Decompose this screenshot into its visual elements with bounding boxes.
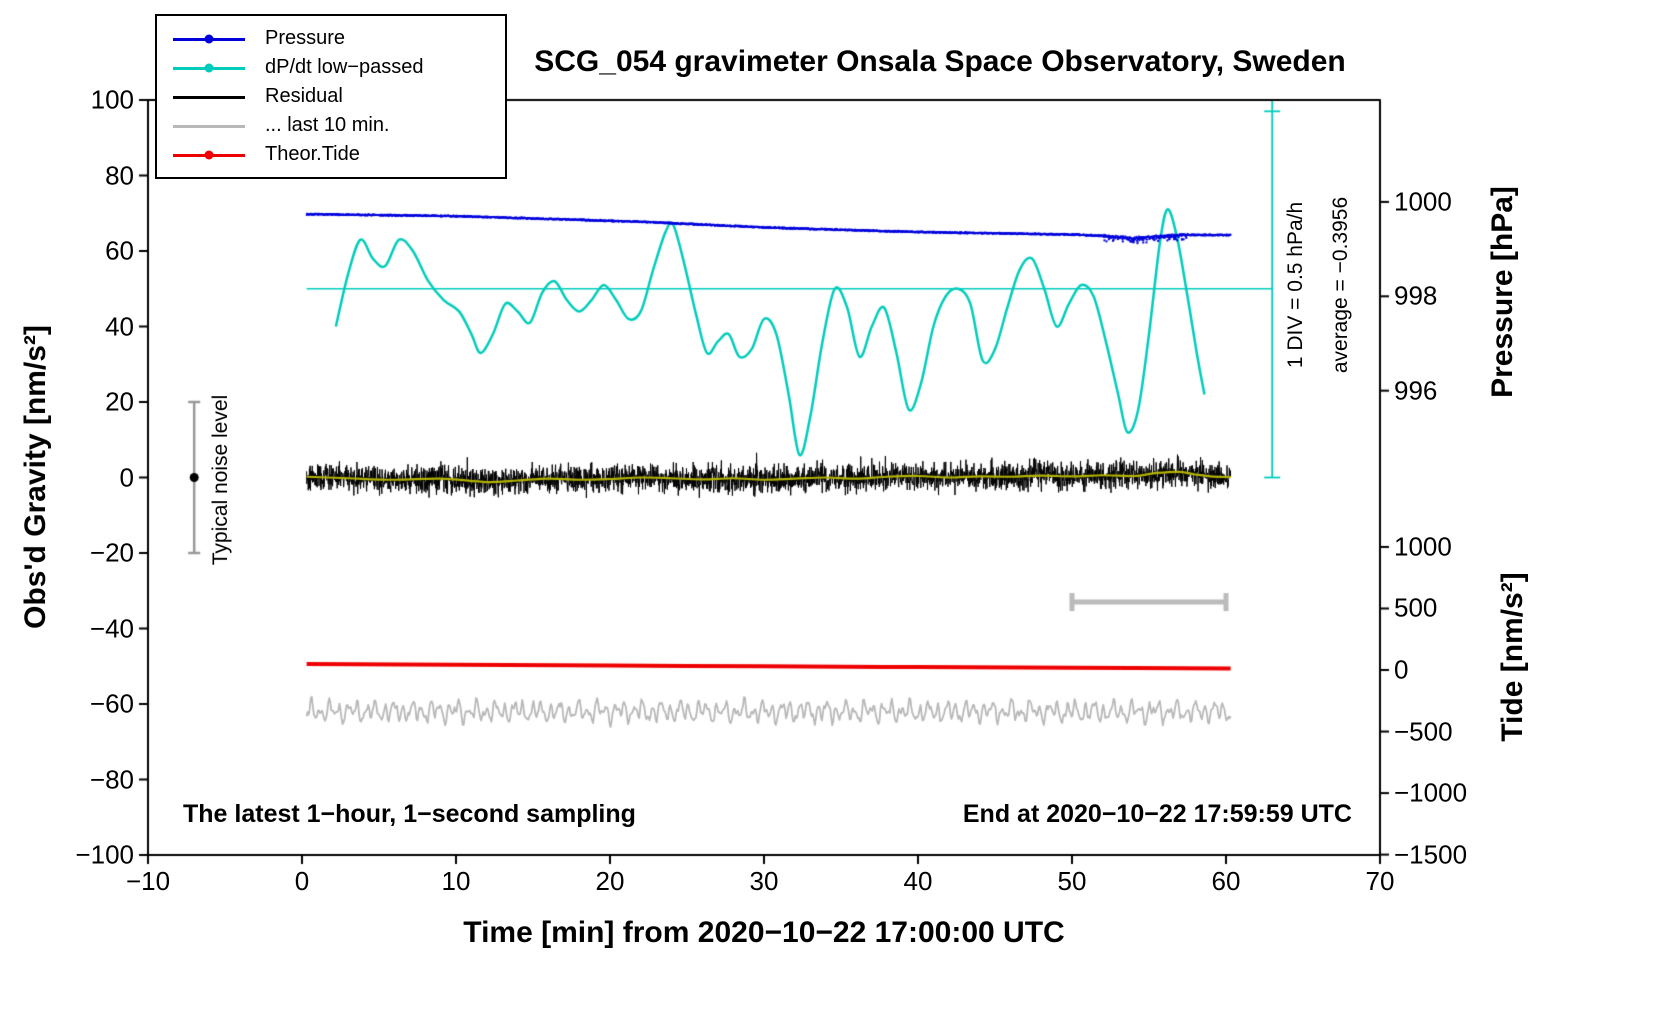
average-note: average = −0.3956 (1329, 196, 1352, 374)
noise-level-label: Typical noise level (209, 394, 232, 566)
x-tick-label: −10 (125, 866, 171, 896)
legend-item-last10: ... last 10 min. (169, 113, 493, 138)
gravity-axis-label: Obs'd Gravity [nm/s²] (19, 325, 52, 629)
legend-swatch-tide (169, 143, 249, 167)
legend-marker-dpdt (204, 63, 214, 72)
x-tick-label: 70 (1365, 866, 1395, 896)
legend-marker-pressure (204, 34, 214, 43)
gravity-tick-label: 0 (119, 462, 134, 492)
x-axis-label: Time [min] from 2020−10−22 17:00:00 UTC (463, 916, 1065, 949)
legend-line-last10 (173, 124, 245, 128)
div-scale-note: 1 DIV = 0.5 hPa/h (1284, 201, 1307, 369)
legend-marker-tide (204, 150, 214, 159)
legend-label-tide: Theor.Tide (265, 143, 360, 165)
legend-label-residual: Residual (265, 85, 343, 107)
gravity-tick-label: −20 (89, 537, 134, 568)
x-tick-label: 20 (595, 866, 625, 896)
gravity-tick-label: −80 (89, 764, 134, 794)
gravity-tick-label: −40 (89, 613, 134, 643)
chart-title: SCG_054 gravimeter Onsala Space Observat… (534, 45, 1346, 78)
legend-line-residual (173, 95, 245, 99)
x-tick-label: 50 (1057, 866, 1087, 896)
x-tick-label: 30 (749, 866, 779, 896)
gravity-tick-label: 20 (105, 386, 134, 417)
tide-axis-label: Tide [nm/s²] (1496, 572, 1529, 742)
x-tick-label: 40 (903, 866, 933, 896)
legend-label-dpdt: dP/dt low−passed (265, 56, 424, 78)
legend-label-pressure: Pressure (265, 27, 346, 49)
legend-label-last10: ... last 10 min. (265, 114, 390, 136)
legend: Pressure dP/dt low−passed Residual ... last… (155, 14, 507, 179)
legend-item-pressure: Pressure (169, 26, 493, 51)
gravity-tick-label: −100 (75, 839, 134, 870)
gravity-tick-label: 100 (90, 84, 134, 115)
legend-swatch-pressure (169, 27, 249, 51)
pressure-tick-label: 1000 (1394, 186, 1452, 217)
tide-tick-label: 1000 (1394, 531, 1452, 562)
legend-swatch-dpdt (169, 56, 249, 80)
x-tick-label: 60 (1211, 866, 1241, 896)
legend-item-dpdt: dP/dt low−passed (169, 55, 493, 80)
gravity-tick-label: 60 (105, 235, 134, 266)
legend-swatch-residual (169, 85, 249, 109)
pressure-axis-label: Pressure [hPa] (1486, 186, 1519, 398)
end-time-note: End at 2020−10−22 17:59:59 UTC (962, 800, 1352, 828)
tide-tick-label: −1000 (1394, 777, 1468, 808)
tide-tick-label: 0 (1394, 654, 1409, 685)
legend-item-tide: Theor.Tide (169, 142, 493, 167)
legend-item-residual: Residual (169, 84, 493, 109)
sampling-note: The latest 1−hour, 1−second sampling (183, 800, 636, 828)
pressure-tick-label: 996 (1394, 375, 1438, 406)
gravity-tick-label: 40 (105, 311, 134, 341)
tide-tick-label: −1500 (1394, 839, 1468, 870)
x-tick-label: 10 (441, 866, 471, 896)
tide-tick-label: −500 (1394, 716, 1453, 747)
legend-swatch-last10 (169, 114, 249, 138)
gravity-tick-label: 80 (105, 160, 134, 190)
gravity-tick-label: −60 (89, 688, 134, 719)
x-tick-label: 0 (294, 866, 310, 896)
tide-tick-label: 500 (1394, 592, 1438, 623)
pressure-tick-label: 998 (1394, 280, 1438, 311)
